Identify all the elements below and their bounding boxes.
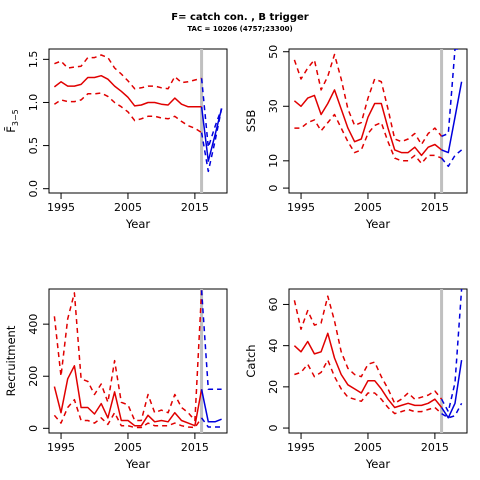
plot-frame [288,48,468,194]
historic-upper-line [293,53,443,146]
historic-estimate-line [53,74,202,108]
historic-lower-line [294,359,443,415]
panel-recruitment: 1995 2005 2015 0 200 400 Year Recruitment [4,288,228,471]
x-tick-label: 2015 [421,201,449,214]
x-tick-label: 2015 [421,441,449,454]
y-tick-label: 40 [267,339,280,353]
y-tick-label: 20 [267,380,280,394]
x-axis-label: Year [125,217,151,231]
x-tick-label: 1995 [47,441,75,454]
panel-f: 1995 2005 2015 0.0 0.5 1.0 1.5 Year F̄3−5 [4,48,228,231]
historic-estimate-line [53,365,203,427]
forecast-upper-line [200,78,223,149]
historic-upper-line [293,295,443,405]
plot-frame [48,288,228,434]
y-axis-label: Catch [244,344,258,377]
forecast-estimate-line [200,106,223,162]
y-tick-label: 0 [267,425,280,432]
forecast-lower-line [200,417,222,428]
historic-estimate-line [293,89,443,157]
y-tick-label: 0 [27,425,40,432]
x-axis-label: Year [365,457,391,471]
forecast-estimate-line [200,389,222,423]
forecast-estimate-line [440,359,463,419]
forecast-lower-line [441,402,463,419]
x-tick-label: 2005 [354,441,382,454]
y-tick-label: 50 [267,45,280,59]
data-lines [293,289,463,419]
y-tick-label: 0 [267,185,280,192]
y-tick-label: 1.5 [27,51,40,69]
y-axis-label: F̄3−5 [4,109,20,133]
x-tick-label: 2015 [181,201,209,214]
plot-frame [48,48,228,194]
y-axis-label: SSB [244,110,258,133]
x-tick-label: 2005 [114,441,142,454]
x-tick-label: 1995 [287,441,315,454]
y-axis-label: Recruitment [4,325,18,396]
historic-lower-line [294,113,442,165]
figure-title: F= catch con. , B trigger [171,12,308,23]
forecast-lower-line [441,149,463,168]
data-lines [293,49,463,168]
plot-frame [288,288,468,434]
x-tick-label: 2015 [181,441,209,454]
y-tick-label: 60 [267,297,280,311]
forecast-upper-line [440,289,463,413]
x-axis-label: Year [365,217,391,231]
data-lines [53,54,223,173]
historic-lower-line [53,92,203,134]
panel-catch: 1995 2005 2015 0 20 40 60 Year Catch [244,288,468,471]
y-tick-label: 10 [267,154,280,168]
x-axis-label: Year [125,457,151,471]
historic-estimate-line [293,332,443,409]
y-tick-label: 0.5 [27,137,40,155]
y-tick-label: 200 [27,366,40,387]
y-tick-label: 1.0 [27,94,40,112]
historic-upper-line [54,54,202,90]
y-tick-label: 400 [27,314,40,335]
x-tick-label: 1995 [287,201,315,214]
forecast-estimate-line [441,81,463,154]
y-tick-label: 0.0 [27,180,40,198]
y-tick-label: 30 [267,99,280,113]
x-tick-label: 1995 [47,201,75,214]
x-tick-label: 2005 [114,201,142,214]
data-lines [53,290,222,429]
forecast-upper-line [200,290,222,391]
forecast-lower-line [200,108,223,173]
panel-ssb: 1995 2005 2015 0 10 30 50 Year SSB [244,45,468,231]
historic-upper-line [53,290,203,422]
figure-subtitle: TAC = 10206 (4757;23300) [187,25,292,33]
x-tick-label: 2005 [354,201,382,214]
forecast-upper-line [441,49,462,137]
